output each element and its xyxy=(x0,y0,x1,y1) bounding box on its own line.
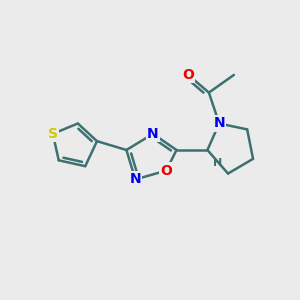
Text: O: O xyxy=(182,68,194,82)
Text: N: N xyxy=(130,172,141,186)
Text: O: O xyxy=(160,164,172,178)
Text: H: H xyxy=(213,158,222,168)
Text: N: N xyxy=(213,116,225,130)
Text: S: S xyxy=(48,127,58,141)
Text: N: N xyxy=(147,127,159,141)
